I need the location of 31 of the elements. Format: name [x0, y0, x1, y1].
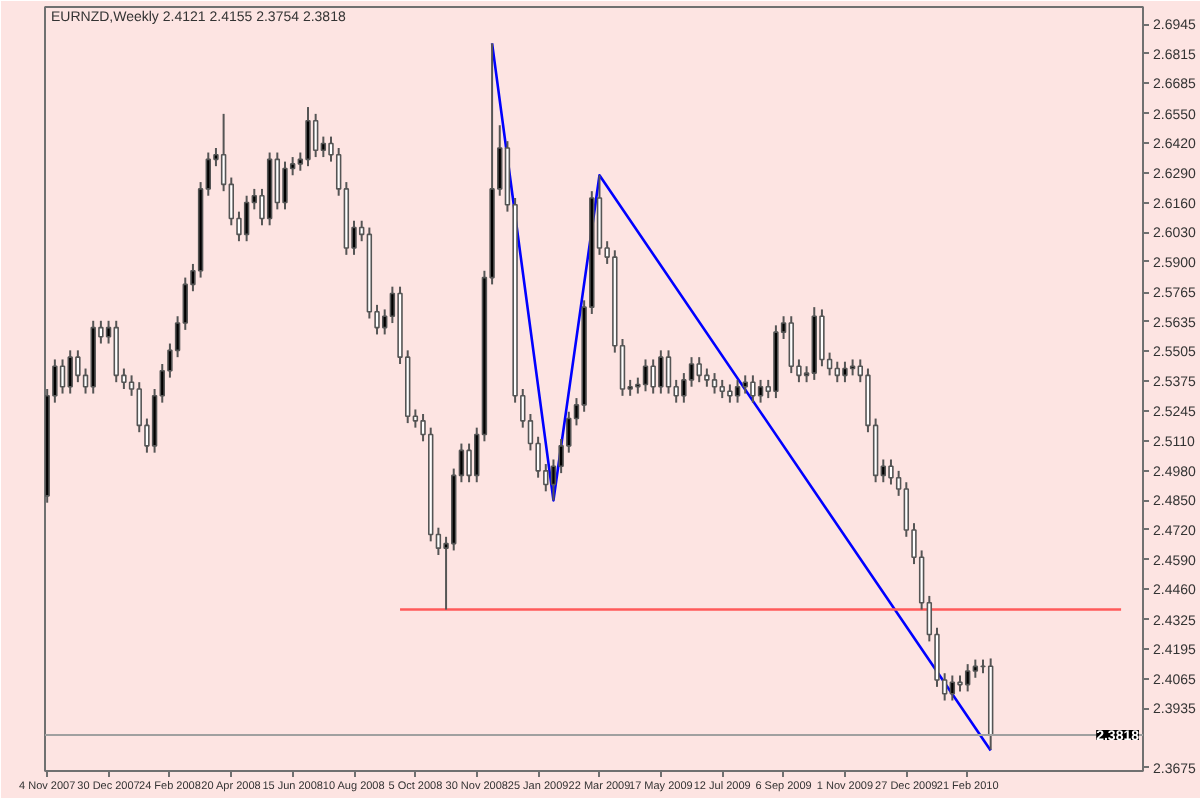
candlestick	[727, 383, 733, 404]
candlestick	[704, 367, 710, 388]
candlestick	[305, 106, 311, 168]
candlestick	[742, 374, 748, 395]
candlestick	[834, 360, 840, 384]
candlestick	[696, 356, 702, 384]
candlestick	[711, 372, 718, 395]
candlestick	[757, 378, 764, 404]
candlestick	[466, 442, 472, 484]
candlestick	[274, 151, 281, 211]
candlestick	[650, 358, 656, 395]
candlestick	[788, 315, 794, 375]
candlestick	[67, 349, 73, 395]
candlestick	[312, 112, 319, 159]
candlestick	[842, 360, 848, 384]
candlestick	[282, 160, 288, 211]
candlestick	[750, 374, 756, 404]
candlestick	[665, 349, 672, 395]
candlestick	[719, 378, 725, 400]
candlestick	[964, 663, 971, 693]
candlestick	[658, 349, 664, 395]
candlestick	[113, 319, 119, 384]
candlestick	[734, 378, 741, 404]
candlestick	[75, 349, 81, 384]
line-series	[490, 42, 992, 752]
candlestick	[243, 194, 250, 243]
candlestick	[59, 358, 66, 395]
candlestick	[972, 658, 979, 679]
candlestick	[888, 458, 894, 486]
candlestick	[642, 358, 649, 393]
candlestick	[819, 308, 825, 368]
